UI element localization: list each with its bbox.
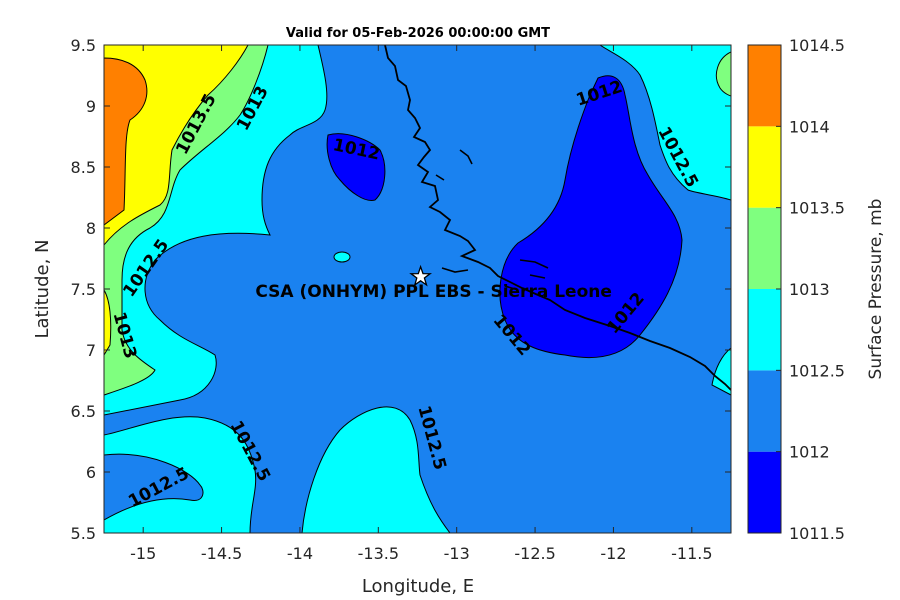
region-1014-nw	[104, 57, 148, 226]
colorbar-tick-label: 1012.5	[789, 361, 845, 380]
colorbar-tick-label: 1013.5	[789, 199, 845, 218]
coastline	[384, 45, 731, 391]
y-tick-label: 7.5	[71, 280, 96, 299]
y-tick-label: 8.5	[71, 158, 96, 177]
star-icon	[409, 264, 433, 287]
y-tick-label: 9.5	[71, 36, 96, 55]
region-1013-w-pocket	[104, 289, 112, 356]
region-1013-ne	[716, 51, 731, 97]
region-1012-5-s	[301, 406, 451, 533]
x-tick-label: -12.5	[514, 544, 555, 563]
x-tick-label: -13	[444, 544, 470, 563]
colorbar-swatch	[748, 451, 781, 533]
x-tick-label: -15	[130, 544, 156, 563]
colorbar-tick-label: 1012	[789, 443, 830, 462]
colorbar-tick-label: 1014.5	[789, 36, 845, 55]
x-tick-label: -14	[287, 544, 313, 563]
region-1011-5-e	[499, 75, 683, 359]
colorbar-swatch	[748, 126, 781, 208]
colorbar-label: Surface Pressure, mb	[866, 199, 886, 380]
y-tick-label: 7	[86, 341, 96, 360]
colorbar-tick-label: 1011.5	[789, 524, 845, 543]
colorbar-swatch	[748, 45, 781, 127]
colorbar-tick-label: 1014	[789, 117, 830, 136]
x-tick-label: -13.5	[358, 544, 399, 563]
x-tick-label: -11.5	[671, 544, 712, 563]
coastline-islands	[435, 149, 549, 291]
x-axis: -15 -14.5 -14 -13.5 -13 -12.5 -12 -11.5	[130, 45, 713, 563]
y-tick-label: 6.5	[71, 402, 96, 421]
map-title: Valid for 05-Feb-2026 00:00:00 GMT	[286, 26, 550, 41]
x-tick-label: -14.5	[201, 544, 242, 563]
region-1012-5-se	[711, 347, 731, 396]
colorbar-swatch	[748, 207, 781, 289]
y-axis: 5.5 6 6.5 7 7.5 8 8.5 9 9.5	[71, 36, 731, 543]
colorbar-swatch	[748, 289, 781, 371]
colorbar-tick-label: 1013	[789, 280, 830, 299]
y-tick-label: 9	[86, 97, 96, 116]
region-1012-sw-tongue	[104, 453, 204, 533]
y-tick-label: 8	[86, 219, 96, 238]
colorbar-swatch	[748, 370, 781, 452]
x-axis-label: Longitude, E	[362, 576, 474, 597]
region-1012-5-ne	[599, 45, 731, 201]
colorbar: 1011.5 1012 1012.5 1013 1013.5 1014 1014.5	[747, 36, 845, 543]
region-1012-5-island	[333, 251, 351, 263]
x-tick-label: -12	[600, 544, 626, 563]
y-axis-label: Latitude, N	[32, 240, 53, 339]
y-tick-label: 6	[86, 463, 96, 482]
site-marker: CSA (ONHYM) PPL EBS - Sierra Leone	[255, 264, 612, 302]
y-tick-label: 5.5	[71, 524, 96, 543]
contour-fill	[104, 45, 731, 533]
site-label: CSA (ONHYM) PPL EBS - Sierra Leone	[255, 282, 612, 302]
region-1011-5-n	[326, 133, 386, 201]
